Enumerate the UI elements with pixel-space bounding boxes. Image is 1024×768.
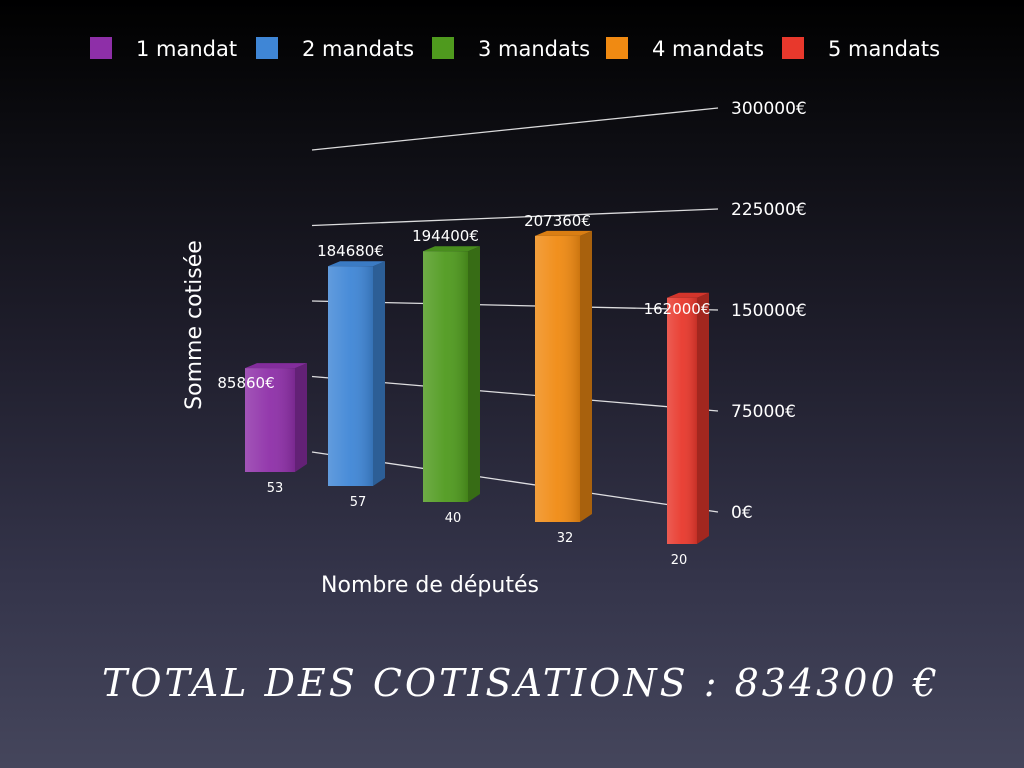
y-tick-label-3: 225000€ [731,200,807,220]
legend-label-5: 5 mandats [828,37,940,61]
legend-swatch-5 [782,37,804,59]
y-axis-label: Somme cotisée [182,240,207,410]
bar-top-3 [423,246,480,252]
bar-top-2 [328,261,385,267]
deputies-label-3: 40 [445,511,462,526]
legend-swatch-2 [256,37,278,59]
legend-label-1: 1 mandat [136,37,237,61]
value-label-3: 194400€ [412,227,479,245]
bar-labels: 85860€ 53 184680€ 57 194400€ 40 207360€ 32 16200… [217,212,710,568]
legend-label-3: 3 mandats [478,37,590,61]
legend-swatch-4 [606,37,628,59]
deputies-label-1: 53 [267,481,284,496]
value-label-2: 184680€ [317,242,384,260]
bar-shading-1 [245,368,295,472]
bar-shading-5 [667,297,697,544]
deputies-label-2: 57 [350,495,367,510]
gridline-4 [311,107,719,151]
y-tick-label-0: 0€ [731,503,753,523]
y-axis-ticks: 0€ 75000€ 150000€ 225000€ 300000€ [731,99,807,523]
y-tick-label-4: 300000€ [731,99,807,119]
value-label-4: 207360€ [524,212,591,230]
bar-shading-3 [423,251,468,502]
legend-swatch-3 [432,37,454,59]
gridline-3 [311,208,719,227]
legend-label-4: 4 mandats [652,37,764,61]
y-tick-label-2: 150000€ [731,301,807,321]
bars [245,230,709,544]
legend-swatch-1 [90,37,112,59]
deputies-label-5: 20 [671,553,688,568]
value-label-5: 162000€ [644,300,711,318]
bar-side-5 [697,292,709,544]
x-axis-label: Nombre de députés [321,573,539,598]
bar-top-4 [535,230,592,236]
bar-side-1 [295,363,307,472]
bar-side-3 [468,246,480,502]
y-tick-label-1: 75000€ [731,402,796,422]
legend: 1 mandat 2 mandats 3 mandats 4 mandats 5 man… [90,37,940,61]
value-label-1: 85860€ [217,374,274,392]
bar-shading-2 [328,266,373,486]
bar-side-2 [373,261,385,486]
deputies-label-4: 32 [557,531,574,546]
total-cotisations: TOTAL DES COTISATIONS : 834300 € [102,661,940,705]
legend-label-2: 2 mandats [302,37,414,61]
bar-top-5 [667,292,709,298]
bar-top-1 [245,363,307,369]
bar-shading-4 [535,235,580,522]
bar-side-4 [580,230,592,522]
